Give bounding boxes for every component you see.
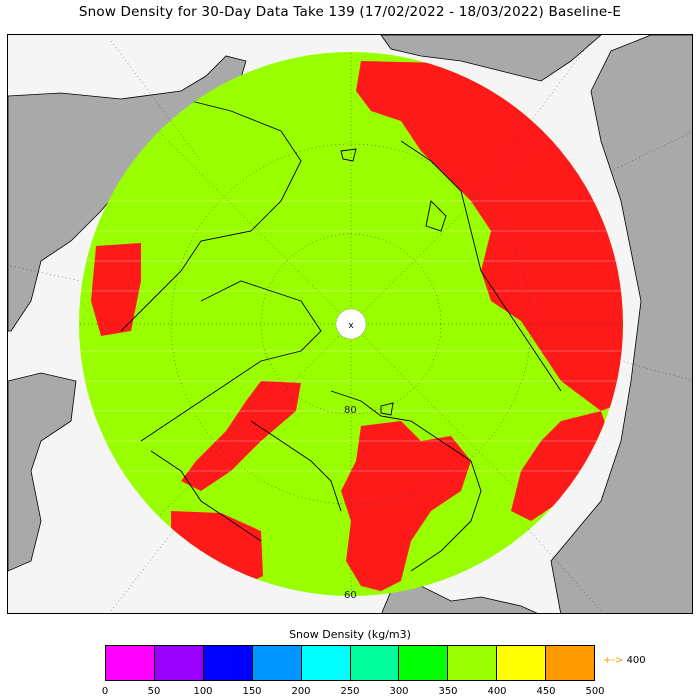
red-region-east-asia [511, 411, 611, 521]
colorbar-tick-label: 300 [389, 686, 409, 697]
colorbar-tick-label: 400 [487, 686, 507, 697]
pole-hole [335, 308, 367, 340]
red-region-north-europe [356, 61, 623, 411]
land-top [380, 35, 602, 82]
colorbar-tick-label: 150 [242, 686, 262, 697]
land-left-lower [8, 372, 77, 572]
colorbar-segment [154, 646, 204, 680]
land-right [550, 35, 692, 613]
red-region-west-edge [91, 243, 141, 336]
colorbar-tick-label: 50 [147, 686, 161, 697]
latitude-label-80: 80 [344, 405, 357, 416]
colorbar-segment [350, 646, 400, 680]
colorbar-segment [203, 646, 253, 680]
coastlines [120, 100, 562, 572]
colorbar-tick-label: 100 [193, 686, 213, 697]
red-region-siberia [341, 421, 471, 591]
colorbar-tick-label: 200 [291, 686, 311, 697]
polar-map: x 80 60 [7, 34, 693, 614]
colorbar-segment [106, 646, 155, 680]
pole-marker: x [348, 321, 354, 331]
colorbar-segment [546, 646, 595, 680]
red-region-canada [181, 381, 301, 491]
chart-title: Snow Density for 30-Day Data Take 139 (1… [78, 4, 622, 20]
colorbar-tick-label: 250 [340, 686, 360, 697]
colorbar-tick-label: 500 [585, 686, 605, 697]
colorbar-overflow: +-> 400 [603, 655, 646, 666]
overflow-value: 400 [626, 655, 646, 666]
colorbar-tick-label: 0 [101, 686, 109, 697]
colorbar [105, 645, 595, 681]
colorbar-segment [497, 646, 547, 680]
latitude-label-60: 60 [344, 590, 357, 601]
colorbar-ticks: 0 50 100 150 200 250 300 350 400 450 500 [101, 686, 605, 700]
map-canvas: x [8, 35, 692, 613]
overflow-arrow-icon: +-> [603, 655, 624, 666]
graticule-outer [10, 40, 692, 612]
colorbar-segment [448, 646, 498, 680]
graticule [79, 52, 623, 596]
colorbar-tick-label: 350 [438, 686, 458, 697]
colorbar-tick-label: 450 [536, 686, 556, 697]
colorbar-title: Snow Density (kg/m3) [289, 628, 411, 641]
colorbar-segment [301, 646, 351, 680]
colorbar-segment [399, 646, 449, 680]
colorbar-segment [252, 646, 302, 680]
